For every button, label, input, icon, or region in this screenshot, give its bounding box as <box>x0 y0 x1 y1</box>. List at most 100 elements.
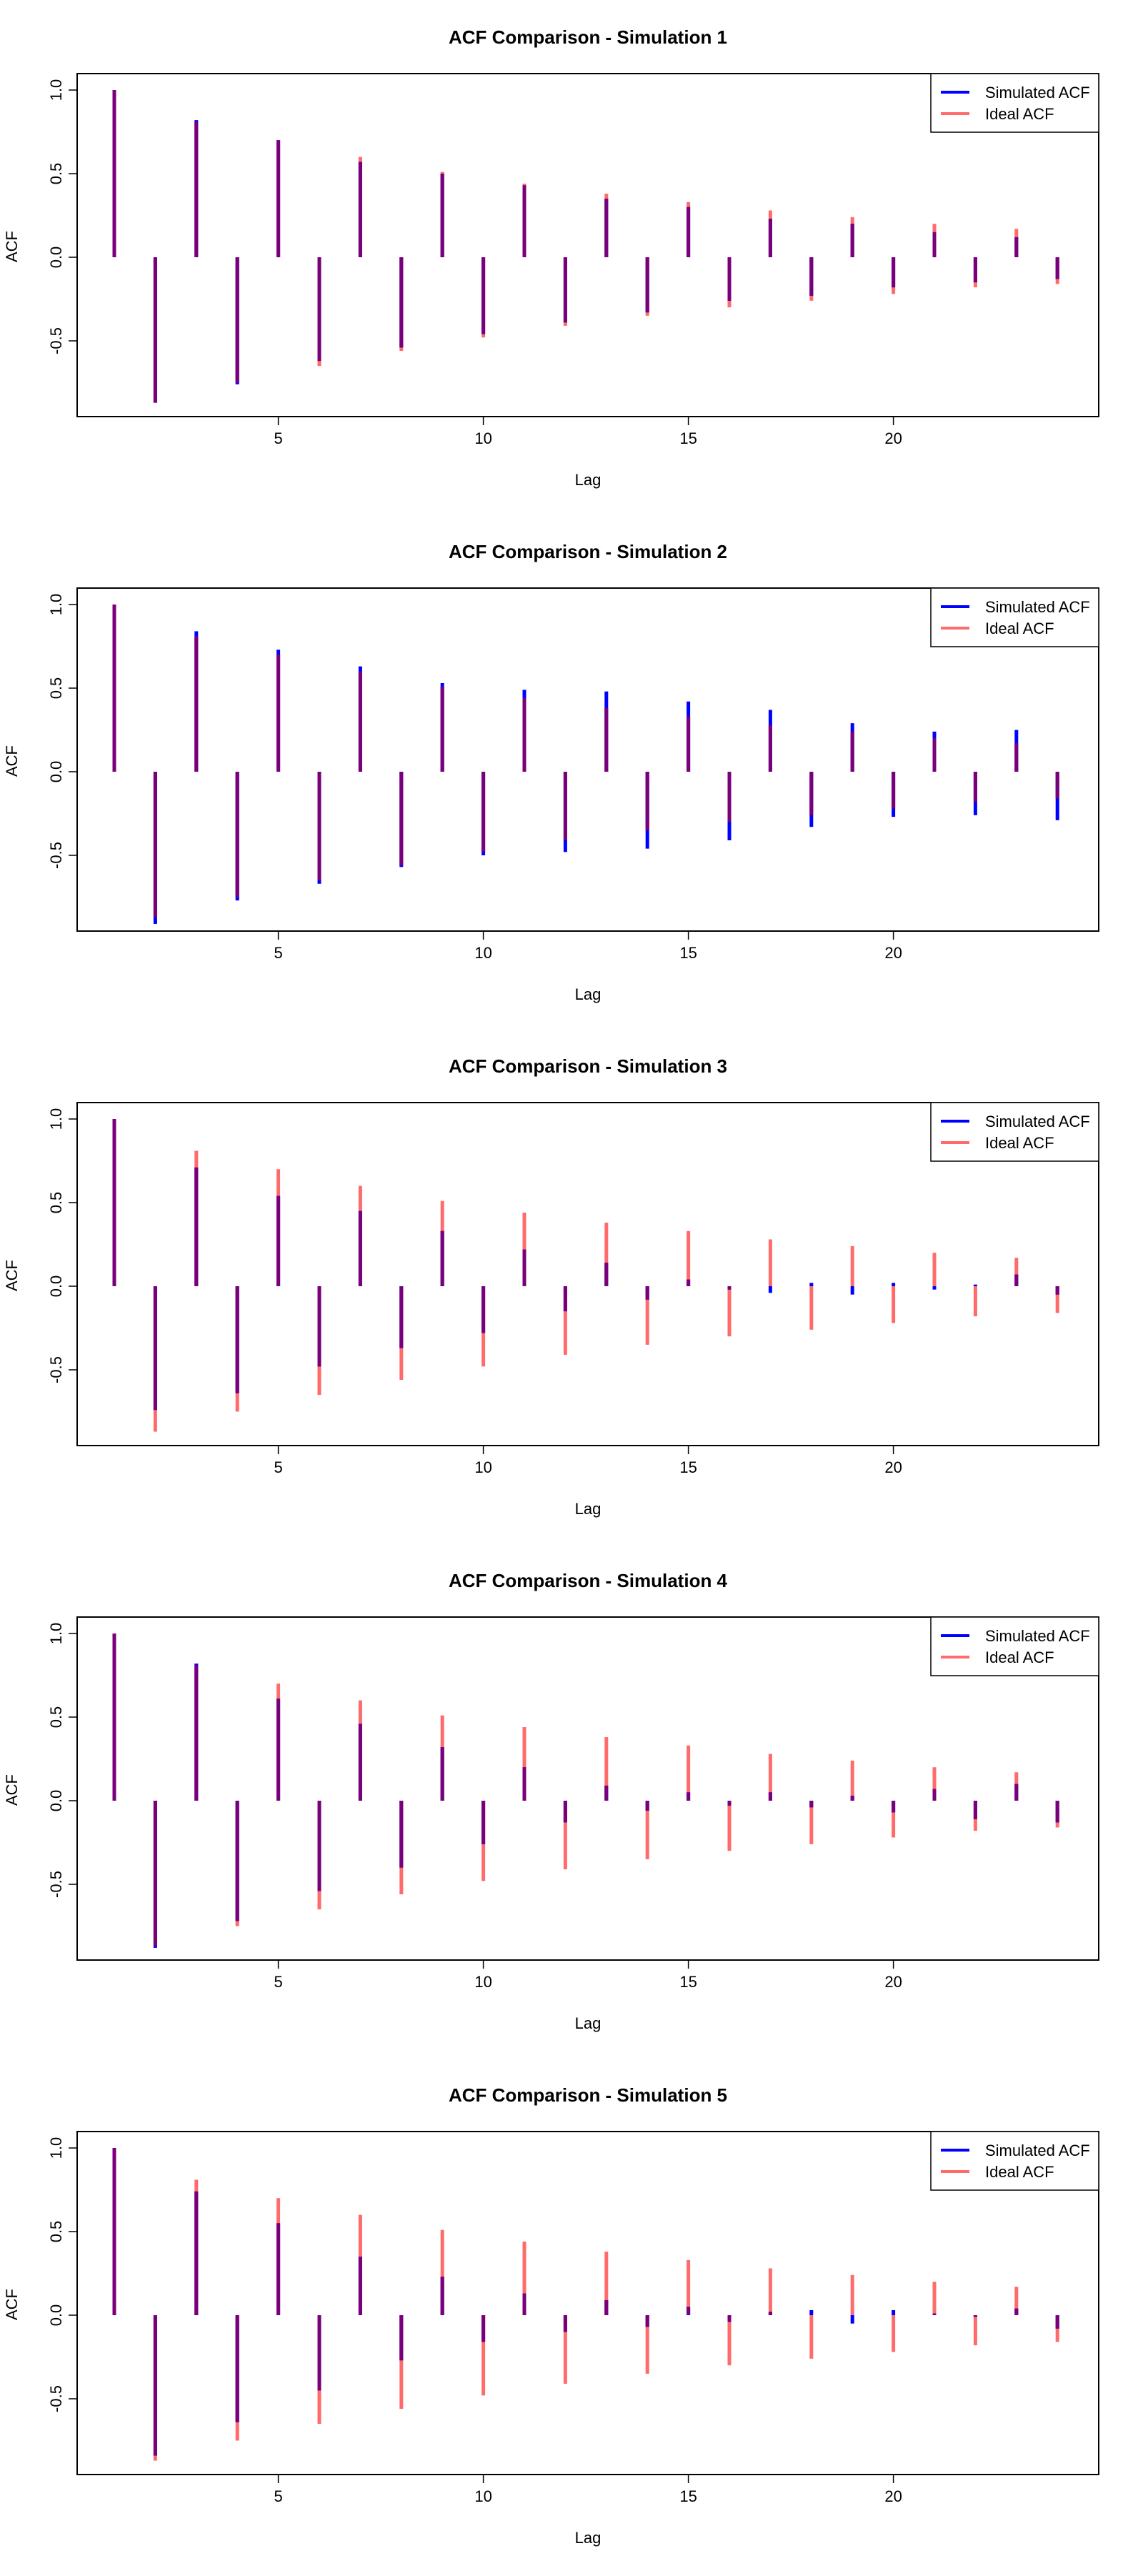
x-axis-label: Lag <box>575 985 602 1003</box>
x-tick-label: 10 <box>474 1458 491 1476</box>
chart-title: ACF Comparison - Simulation 4 <box>449 1570 728 1591</box>
overlap-acf-bar <box>932 1789 937 1801</box>
x-tick-label: 15 <box>679 1973 697 1991</box>
overlap-acf-bar <box>399 257 404 348</box>
x-tick-label: 15 <box>679 429 697 447</box>
simulated-acf-bar <box>809 2309 814 2315</box>
acf-panel-4: ACF Comparison - Simulation 4 5 10 15 20 -0.5… <box>3 1570 1099 2032</box>
overlap-acf-bar <box>440 1230 444 1286</box>
overlap-acf-bar <box>276 655 281 772</box>
legend-label-ideal: Ideal ACF <box>985 1134 1054 1152</box>
x-tick-label: 10 <box>474 944 491 962</box>
overlap-acf-bar <box>727 257 732 301</box>
overlap-acf-bar <box>1014 237 1019 257</box>
overlap-acf-bar <box>440 2277 444 2315</box>
y-tick-label: 1.0 <box>47 79 65 101</box>
overlap-acf-bar <box>112 1119 116 1286</box>
y-tick-label: 0.0 <box>47 2304 65 2327</box>
ideal-acf-bar <box>645 1801 649 1859</box>
ideal-acf-bar <box>727 1286 732 1337</box>
x-axis-label: Lag <box>575 1500 602 1518</box>
ideal-acf-bar <box>481 2315 486 2396</box>
overlap-acf-bar <box>892 772 896 809</box>
ideal-acf-bar <box>932 1253 937 1286</box>
overlap-acf-bar <box>932 738 937 772</box>
plot-frame <box>76 2131 1099 2475</box>
acf-panel-3: ACF Comparison - Simulation 3 5 10 15 20 -0.5… <box>3 1055 1099 1518</box>
x-tick-label: 5 <box>274 1973 282 1991</box>
simulated-acf-bar <box>892 1283 896 1286</box>
overlap-acf-bar <box>112 1633 116 1801</box>
x-tick-label: 20 <box>884 944 902 962</box>
overlap-acf-bar <box>112 2148 116 2315</box>
overlap-acf-bar <box>522 185 526 257</box>
plot-frame <box>76 73 1099 417</box>
overlap-acf-bar <box>194 636 199 772</box>
legend-label-simulated: Simulated ACF <box>985 1113 1090 1130</box>
x-tick-label: 15 <box>679 944 697 962</box>
overlap-acf-bar <box>892 257 896 288</box>
overlap-acf-bar <box>687 1279 691 1286</box>
overlap-acf-bar <box>153 2315 157 2456</box>
ideal-acf-bar <box>768 2268 772 2315</box>
legend-label-simulated: Simulated ACF <box>985 1627 1090 1645</box>
overlap-acf-bar <box>317 1286 321 1367</box>
y-tick-label: -0.5 <box>47 842 65 869</box>
overlap-acf-bar <box>768 2312 772 2315</box>
ideal-acf-bar <box>809 2315 814 2359</box>
overlap-acf-bar <box>440 1747 444 1801</box>
overlap-acf-bar <box>276 140 281 257</box>
overlap-acf-bar <box>645 1286 649 1300</box>
ideal-acf-bar <box>973 2315 977 2346</box>
ideal-acf-bar <box>604 2252 609 2315</box>
x-tick-label: 5 <box>274 1458 282 1476</box>
x-tick-label: 10 <box>474 1973 491 1991</box>
overlap-acf-bar <box>112 90 116 257</box>
overlap-acf-bar <box>687 2307 691 2315</box>
simulated-acf-bar <box>973 1284 977 1286</box>
ideal-acf-bar <box>1014 2287 1019 2315</box>
overlap-acf-bar <box>1055 1286 1059 1295</box>
overlap-acf-bar <box>317 257 321 362</box>
overlap-acf-bar <box>399 772 404 866</box>
overlap-acf-bar <box>645 2315 649 2327</box>
y-axis-label: ACF <box>3 745 21 777</box>
overlap-acf-bar <box>440 174 444 257</box>
overlap-acf-bar <box>522 1767 526 1801</box>
legend-box <box>930 1102 1099 1162</box>
overlap-acf-bar <box>809 772 814 815</box>
legend-box <box>930 1616 1099 1676</box>
legend-label-ideal: Ideal ACF <box>985 105 1054 123</box>
overlap-acf-bar <box>563 2315 567 2332</box>
overlap-acf-bar <box>235 1286 239 1393</box>
overlap-acf-bar <box>317 1801 321 1891</box>
overlap-acf-bar <box>1014 2308 1019 2315</box>
overlap-acf-bar <box>727 2315 732 2322</box>
overlap-acf-bar <box>358 1724 362 1801</box>
overlap-acf-bar <box>358 1210 362 1286</box>
overlap-acf-bar <box>563 257 567 323</box>
ideal-acf-bar <box>768 1239 772 1286</box>
overlap-acf-bar <box>481 772 486 852</box>
acf-panel-2: ACF Comparison - Simulation 2 5 10 15 20 -0.5… <box>3 541 1099 1003</box>
ideal-acf-bar <box>727 2315 732 2366</box>
ideal-acf-bar <box>892 2315 896 2352</box>
overlap-acf-bar <box>481 257 486 334</box>
overlap-acf-bar <box>1014 743 1019 772</box>
overlap-acf-bar <box>809 1801 814 1808</box>
y-tick-label: -0.5 <box>47 1871 65 1898</box>
overlap-acf-bar <box>399 2315 404 2361</box>
y-tick-label: 0.5 <box>47 2221 65 2243</box>
overlap-acf-bar <box>850 731 854 772</box>
x-tick-label: 5 <box>274 944 282 962</box>
y-tick-label: 1.0 <box>47 2137 65 2159</box>
overlap-acf-bar <box>440 686 444 772</box>
ideal-acf-bar <box>522 1727 526 1801</box>
y-tick-label: 0.5 <box>47 677 65 700</box>
y-tick-label: -0.5 <box>47 2385 65 2412</box>
overlap-acf-bar <box>522 1249 526 1286</box>
x-tick-label: 5 <box>274 429 282 447</box>
overlap-acf-bar <box>194 1167 199 1286</box>
